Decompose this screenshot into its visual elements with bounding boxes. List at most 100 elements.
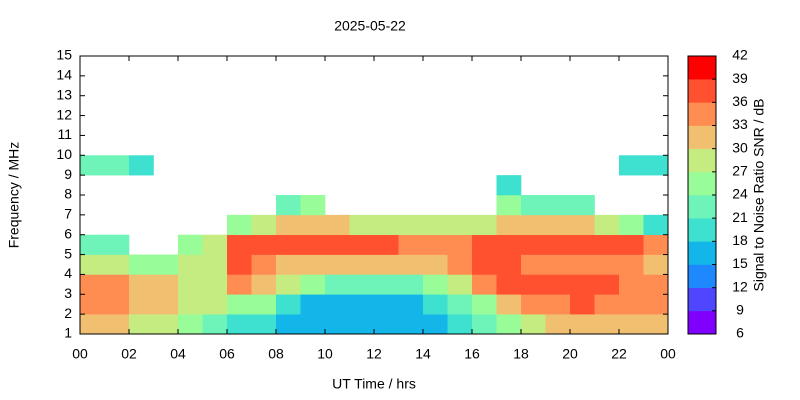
- heatmap-cell: [202, 314, 228, 335]
- colorbar-segment: [688, 102, 716, 126]
- heatmap-cell: [594, 254, 620, 275]
- heatmap-cell: [300, 294, 326, 315]
- heatmap-cell: [202, 274, 228, 295]
- heatmap-cell: [521, 254, 546, 275]
- heatmap-cell: [227, 214, 252, 236]
- heatmap-cell: [178, 234, 203, 255]
- heatmap-cell: [447, 254, 473, 275]
- heatmap-cell: [202, 254, 228, 275]
- heatmap-cell: [447, 274, 473, 295]
- heatmap-cell: [178, 274, 203, 295]
- x-tick-label: 06: [219, 346, 235, 362]
- heatmap-cell: [374, 214, 399, 236]
- heatmap-cell: [619, 214, 644, 236]
- heatmap-cell: [153, 254, 179, 275]
- heatmap-cell: [129, 314, 154, 335]
- heatmap-cell: [227, 314, 252, 335]
- heatmap-cell: [619, 155, 644, 176]
- y-tick-label: 11: [57, 126, 72, 142]
- heatmap-cell: [447, 294, 473, 315]
- heatmap-cell: [398, 314, 424, 335]
- heatmap-cell: [594, 294, 620, 315]
- y-tick-label: 13: [56, 86, 72, 102]
- heatmap-cell: [496, 314, 522, 335]
- heatmap-cell: [276, 214, 301, 236]
- heatmap-cell: [496, 195, 522, 216]
- heatmap-cell: [227, 294, 252, 315]
- heatmap-cell: [570, 274, 595, 295]
- heatmap-cell: [178, 314, 203, 335]
- heatmap-cell: [447, 314, 473, 335]
- heatmap-cell: [496, 274, 522, 295]
- y-tick-label: 3: [64, 285, 72, 301]
- heatmap-cell: [325, 254, 350, 275]
- heatmap-cell: [300, 214, 326, 236]
- heatmap-cell: [227, 254, 252, 275]
- x-tick-label: 10: [317, 346, 333, 362]
- heatmap-cell: [276, 234, 301, 255]
- heatmap-cell: [202, 234, 228, 255]
- heatmap-cell: [276, 274, 301, 295]
- heatmap-cell: [643, 155, 669, 176]
- colorbar-segment: [688, 241, 716, 265]
- x-tick-label: 18: [513, 346, 529, 362]
- heatmap-cell: [570, 214, 595, 236]
- colorbar-segment: [688, 171, 716, 196]
- heatmap-cell: [349, 294, 375, 315]
- heatmap-cell: [80, 294, 105, 315]
- y-tick-label: 4: [64, 265, 72, 281]
- heatmap-cell: [594, 214, 620, 236]
- heatmap-cell: [423, 294, 448, 315]
- y-tick-label: 5: [64, 245, 72, 261]
- heatmap-cell: [374, 294, 399, 315]
- heatmap-cell: [227, 274, 252, 295]
- heatmap-cell: [447, 234, 473, 255]
- heatmap-cell: [374, 274, 399, 295]
- heatmap-cell: [398, 274, 424, 295]
- heatmap-cell: [104, 254, 130, 275]
- heatmap-cell: [349, 234, 375, 255]
- heatmap-cell: [619, 254, 644, 275]
- heatmap-cell: [374, 234, 399, 255]
- colorbar-segment: [688, 125, 716, 149]
- y-tick-label: 12: [56, 106, 72, 122]
- heatmap-cell: [472, 214, 497, 236]
- heatmap-cell: [594, 314, 620, 335]
- heatmap-cell: [325, 294, 350, 315]
- colorbar-segment: [688, 148, 716, 173]
- heatmap-cell: [178, 294, 203, 315]
- y-tick-label: 6: [64, 225, 72, 241]
- heatmap-cell: [398, 214, 424, 236]
- colorbar-segment: [688, 264, 716, 288]
- y-tick-label: 2: [64, 305, 72, 321]
- heatmap-cell: [619, 234, 644, 255]
- heatmap-cell: [472, 234, 497, 255]
- y-tick-label: 15: [56, 47, 72, 63]
- colorbar-tick-label: 6: [736, 325, 744, 341]
- heatmap-cell: [643, 234, 669, 255]
- heatmap-cell: [545, 254, 571, 275]
- x-tick-label: 22: [611, 346, 627, 362]
- colorbar-tick-label: 21: [732, 209, 748, 225]
- heatmap-cell: [472, 314, 497, 335]
- x-tick-label: 00: [72, 346, 88, 362]
- heatmap-cell: [619, 314, 644, 335]
- x-axis-label: UT Time / hrs: [332, 376, 416, 392]
- heatmap-cell: [423, 314, 448, 335]
- heatmap-cell: [349, 314, 375, 335]
- colorbar-tick-label: 24: [732, 186, 748, 202]
- heatmap-cell: [643, 314, 669, 335]
- heatmap-cell: [202, 294, 228, 315]
- heatmap-cell: [570, 294, 595, 315]
- colorbar-tick-label: 27: [732, 163, 748, 179]
- heatmap-cell: [496, 175, 522, 196]
- heatmap-cell: [570, 254, 595, 275]
- heatmap-cell: [300, 195, 326, 216]
- heatmap-cell: [570, 314, 595, 335]
- heatmap-cell: [594, 274, 620, 295]
- heatmap-cell: [227, 234, 252, 255]
- heatmap-cell: [643, 214, 669, 236]
- heatmap-cell: [276, 254, 301, 275]
- heatmap-cell: [423, 254, 448, 275]
